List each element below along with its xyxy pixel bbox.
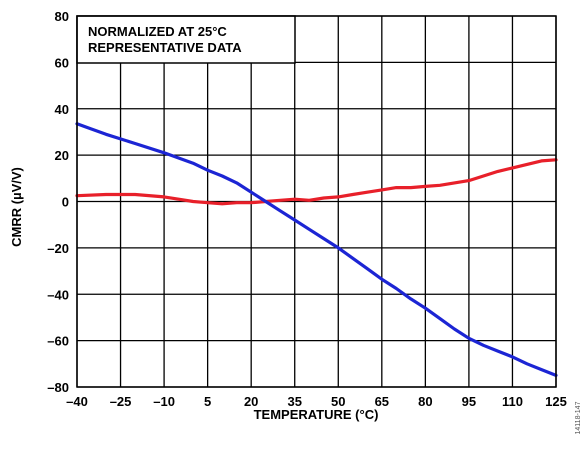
y-tick-label: –60 <box>47 334 69 349</box>
x-tick-label: 20 <box>244 394 258 409</box>
x-tick-label: 95 <box>462 394 476 409</box>
x-tick-label: 5 <box>204 394 211 409</box>
y-tick-label: 80 <box>55 9 69 24</box>
series-lines <box>75 122 558 377</box>
grid <box>76 15 557 388</box>
plot-frame <box>76 15 557 388</box>
x-tick-label: –40 <box>66 394 88 409</box>
x-tick-label: 125 <box>545 394 567 409</box>
y-tick-label: 0 <box>62 195 69 210</box>
x-tick-label: 65 <box>375 394 389 409</box>
x-tick-labels: –40 –25 –10 5 20 35 50 65 80 95 110 125 <box>66 394 567 409</box>
y-tick-labels: 80 60 40 20 0 –20 –40 –60 –80 <box>47 9 69 395</box>
x-tick-label: –25 <box>110 394 132 409</box>
y-axis-title: CMRR (µV/V) <box>9 167 24 247</box>
figure-id: 14118-147 <box>575 401 582 434</box>
x-tick-label: 80 <box>418 394 432 409</box>
y-tick-label: 20 <box>55 148 69 163</box>
x-tick-label: –10 <box>153 394 175 409</box>
y-tick-label: –80 <box>47 380 69 395</box>
series-line-2 <box>75 122 558 377</box>
y-tick-label: –20 <box>47 241 69 256</box>
y-tick-label: –40 <box>47 287 69 302</box>
annotation-box <box>76 15 296 64</box>
x-tick-label: 110 <box>502 394 523 409</box>
x-axis-title: TEMPERATURE (°C) <box>254 407 379 422</box>
x-tick-label: 35 <box>287 394 301 409</box>
y-tick-label: 40 <box>55 102 69 117</box>
series-line-1 <box>75 158 558 206</box>
y-tick-label: 60 <box>55 55 69 70</box>
annotation-line-2: REPRESENTATIVE DATA <box>88 40 242 55</box>
x-tick-label: 50 <box>331 394 345 409</box>
annotation-line-1: NORMALIZED AT 25°C <box>88 24 227 39</box>
